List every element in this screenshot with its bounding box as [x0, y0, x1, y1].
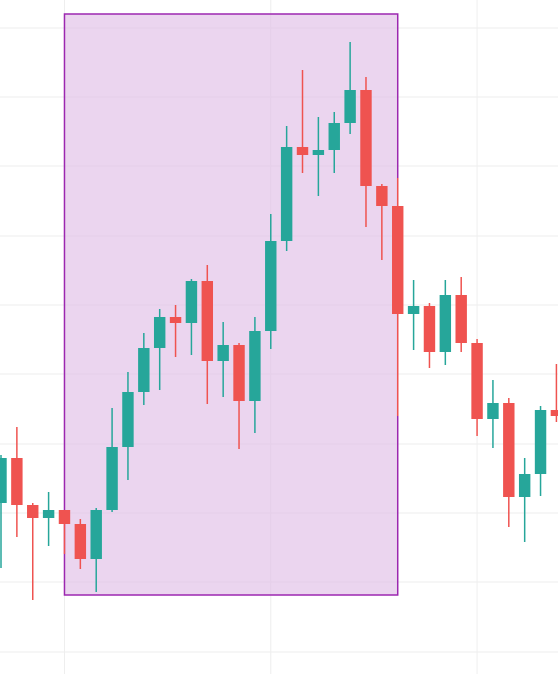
- candle-body: [423, 306, 436, 352]
- candle-body: [185, 281, 198, 323]
- candle-body: [74, 524, 87, 559]
- candle-body: [296, 147, 309, 155]
- candle-body: [90, 510, 102, 559]
- highlight-box: [63, 13, 399, 596]
- candle-body: [439, 295, 452, 352]
- candle-body: [455, 295, 467, 343]
- candle-body: [58, 510, 71, 524]
- candle-body: [169, 317, 182, 323]
- candle-body: [122, 392, 134, 447]
- candle-body: [106, 447, 118, 510]
- candle-body: [217, 345, 229, 361]
- candle-body: [471, 343, 483, 419]
- candle-body: [138, 348, 150, 392]
- candle-body: [249, 331, 261, 401]
- candle-body: [312, 150, 325, 155]
- candle-body: [42, 510, 55, 518]
- candle-body: [360, 90, 372, 186]
- candle-body: [201, 281, 214, 361]
- candle-body: [11, 458, 23, 505]
- candle-body: [344, 90, 356, 123]
- candle-body: [280, 147, 293, 241]
- candle-body: [550, 410, 558, 416]
- candle-body: [518, 474, 531, 497]
- candle-body: [153, 317, 166, 348]
- candle-body: [503, 403, 515, 497]
- candle-body: [233, 345, 245, 401]
- candle-body: [534, 410, 547, 474]
- candle-body: [392, 206, 404, 314]
- candle-body: [376, 186, 388, 206]
- candle-body: [0, 458, 7, 503]
- candle-body: [328, 123, 340, 150]
- candle-body: [27, 505, 39, 518]
- candle-body: [407, 306, 420, 314]
- candle-body: [487, 403, 499, 419]
- candle-body: [265, 241, 277, 331]
